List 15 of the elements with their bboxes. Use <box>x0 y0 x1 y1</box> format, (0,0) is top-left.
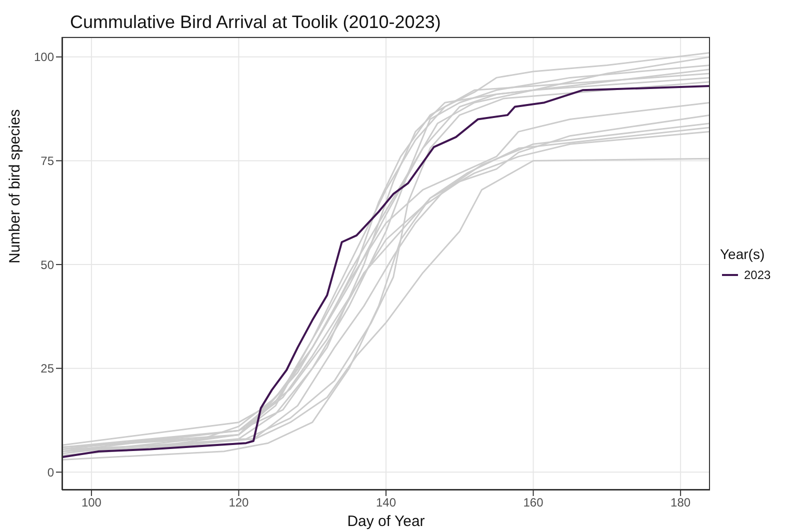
y-tick-label: 75 <box>40 154 54 168</box>
x-tick-label: 140 <box>376 496 396 510</box>
y-tick-label: 50 <box>40 258 54 272</box>
chart-title: Cummulative Bird Arrival at Toolik (2010-2023) <box>70 12 441 33</box>
x-tick-label: 100 <box>81 496 102 510</box>
x-axis-title: Day of Year <box>347 513 425 530</box>
x-tick-label: 180 <box>670 496 691 510</box>
x-tick-label: 120 <box>228 496 250 510</box>
legend-title: Year(s) <box>720 246 766 262</box>
legend-label: 2023 <box>744 268 771 282</box>
y-tick-label: 25 <box>40 362 54 376</box>
x-tick-label: 160 <box>523 496 544 510</box>
y-axis-title: Number of bird species <box>6 109 24 264</box>
y-tick-label: 100 <box>34 50 54 64</box>
y-tick-label: 0 <box>47 465 54 480</box>
